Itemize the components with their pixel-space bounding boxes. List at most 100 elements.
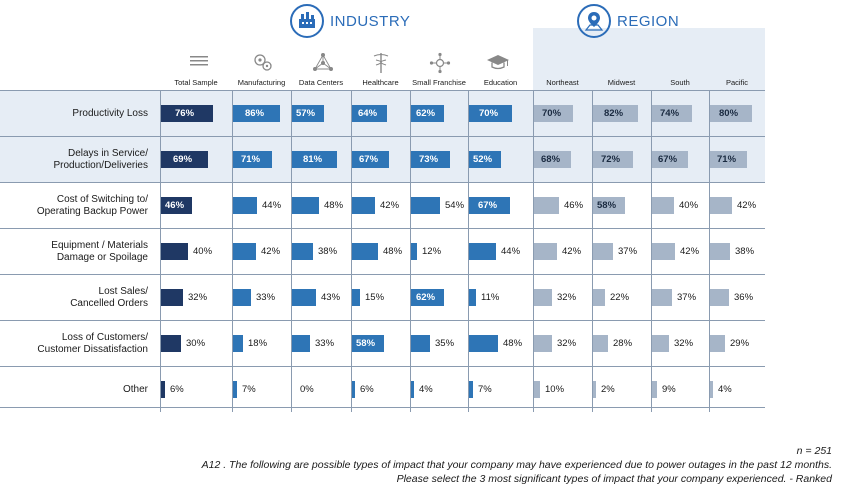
bar [292, 151, 337, 168]
column-divider [533, 90, 534, 412]
data-label: 11% [481, 292, 500, 303]
row-label-line: Loss of Customers/ [61, 332, 148, 343]
data-label: 0% [300, 384, 314, 395]
bar [652, 105, 692, 122]
bar [469, 151, 501, 168]
column-header-small-franchise: Small Franchise [412, 78, 466, 87]
data-label: 58% [356, 338, 376, 349]
bar [352, 381, 355, 398]
column-header-data-centers: Data Centers [298, 78, 344, 87]
data-label: 64% [358, 108, 378, 119]
row-label-line: Customer Dissatisfaction [37, 344, 148, 355]
bar [161, 335, 181, 352]
bar [233, 243, 256, 260]
row-divider [0, 407, 765, 408]
data-label: 32% [188, 292, 208, 303]
bar [710, 289, 729, 306]
bar [233, 105, 280, 122]
column-header-northeast: Northeast [546, 78, 579, 87]
bar [161, 105, 213, 122]
bar [161, 197, 192, 214]
data-label: 81% [303, 154, 323, 165]
bar [469, 197, 510, 214]
bar [411, 105, 444, 122]
bar [352, 335, 384, 352]
bar [534, 151, 571, 168]
data-label: 35% [435, 338, 455, 349]
industry-header: INDUSTRY [290, 4, 410, 38]
bar [534, 381, 540, 398]
data-label: 42% [380, 200, 400, 211]
bar [652, 335, 669, 352]
row-divider [0, 366, 765, 367]
row-divider [0, 90, 765, 91]
data-label: 4% [419, 384, 433, 395]
row-divider [0, 320, 765, 321]
data-label: 40% [679, 200, 699, 211]
data-label: 6% [170, 384, 184, 395]
data-label: 22% [610, 292, 630, 303]
bar [469, 335, 498, 352]
row-label-line: Lost Sales/ [98, 286, 148, 297]
row-label-line: Damage or Spoilage [56, 252, 148, 263]
data-label: 32% [674, 338, 694, 349]
row-label: Productivity Loss [0, 108, 148, 120]
bar [411, 335, 430, 352]
bar [411, 381, 414, 398]
instruction-text: Please select the 3 most significant typ… [396, 473, 832, 485]
bar [292, 105, 324, 122]
row-label-line: Delays in Service/ [67, 148, 148, 159]
bar [292, 289, 316, 306]
data-label: 67% [658, 154, 678, 165]
data-label: 70% [542, 108, 562, 119]
row-label-line: Operating Backup Power [36, 206, 148, 217]
column-divider [592, 90, 593, 412]
bar [652, 289, 672, 306]
data-label: 18% [248, 338, 268, 349]
bar [534, 335, 552, 352]
caduceus-icon [371, 52, 391, 79]
data-label: 48% [383, 246, 403, 257]
bar [233, 289, 251, 306]
bar [469, 381, 473, 398]
data-label: 10% [545, 384, 565, 395]
bar [534, 289, 552, 306]
bar [652, 151, 688, 168]
data-label: 28% [613, 338, 633, 349]
data-label: 62% [416, 108, 436, 119]
data-label: 57% [296, 108, 316, 119]
bar [593, 243, 613, 260]
data-label: 15% [365, 292, 385, 303]
column-divider [709, 90, 710, 412]
row-divider [0, 182, 765, 183]
column-header-midwest: Midwest [607, 78, 636, 87]
gears-icon [252, 52, 274, 77]
data-label: 7% [242, 384, 256, 395]
column-header-south: South [670, 78, 690, 87]
row-label: Loss of Customers/Customer Dissatisfacti… [0, 332, 148, 356]
data-label: 9% [662, 384, 676, 395]
row-label: Cost of Switching to/Operating Backup Po… [0, 194, 148, 218]
bar [161, 243, 188, 260]
row-label-line: Productivity Loss [72, 108, 148, 119]
row-label: Delays in Service/Production/Deliveries [0, 148, 149, 172]
data-label: 86% [245, 108, 265, 119]
row-label: Lost Sales/Cancelled Orders [0, 286, 148, 310]
bar [292, 197, 319, 214]
data-label: 30% [186, 338, 206, 349]
data-label: 2% [601, 384, 615, 395]
bar [593, 381, 596, 398]
data-label: 36% [734, 292, 754, 303]
data-label: 33% [315, 338, 335, 349]
factory-icon [290, 4, 324, 38]
data-label: 62% [416, 292, 436, 303]
row-label-line: Production/Deliveries [53, 160, 149, 171]
column-divider [468, 90, 469, 412]
data-label: 38% [318, 246, 338, 257]
data-label: 4% [718, 384, 732, 395]
data-label: 42% [261, 246, 281, 257]
data-label: 69% [173, 154, 193, 165]
column-header-pacific: Pacific [725, 78, 749, 87]
data-label: 80% [719, 108, 739, 119]
bar [593, 335, 608, 352]
